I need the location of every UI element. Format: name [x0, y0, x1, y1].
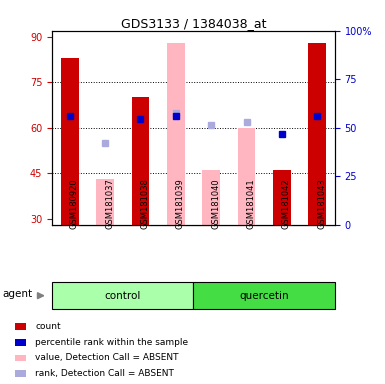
Text: quercetin: quercetin — [239, 291, 289, 301]
Text: GSM181037: GSM181037 — [105, 179, 114, 229]
Text: GSM181042: GSM181042 — [282, 179, 291, 229]
Bar — [193, 282, 335, 309]
Text: percentile rank within the sample: percentile rank within the sample — [35, 338, 189, 347]
Bar — [273, 170, 291, 225]
Title: GDS3133 / 1384038_at: GDS3133 / 1384038_at — [121, 17, 266, 30]
Bar — [61, 58, 79, 225]
Bar — [15, 370, 26, 377]
Text: control: control — [105, 291, 141, 301]
Bar — [15, 323, 26, 330]
Text: rank, Detection Call = ABSENT: rank, Detection Call = ABSENT — [35, 369, 174, 378]
Bar — [15, 355, 26, 361]
Bar — [167, 43, 185, 225]
Bar — [308, 43, 326, 225]
Text: GSM181038: GSM181038 — [141, 179, 149, 229]
Text: GSM181040: GSM181040 — [211, 179, 220, 229]
Text: GSM181041: GSM181041 — [246, 179, 256, 229]
Text: GSM181039: GSM181039 — [176, 179, 185, 229]
Bar — [238, 128, 255, 225]
Text: GSM180920: GSM180920 — [70, 179, 79, 229]
Text: value, Detection Call = ABSENT: value, Detection Call = ABSENT — [35, 353, 179, 362]
Text: agent: agent — [3, 289, 33, 300]
Bar — [96, 179, 114, 225]
Bar — [52, 282, 193, 309]
Bar — [15, 339, 26, 346]
Bar — [132, 98, 149, 225]
Text: GSM181043: GSM181043 — [317, 179, 326, 229]
Bar — [202, 170, 220, 225]
Text: count: count — [35, 322, 61, 331]
